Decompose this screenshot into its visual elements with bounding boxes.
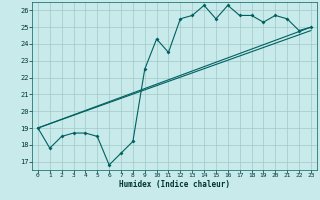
X-axis label: Humidex (Indice chaleur): Humidex (Indice chaleur) [119, 180, 230, 189]
